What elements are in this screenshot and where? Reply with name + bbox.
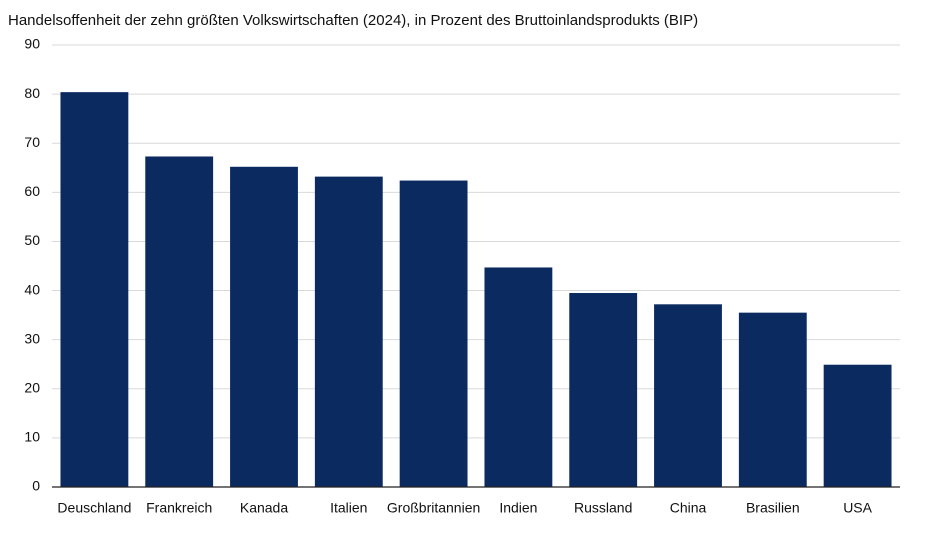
bar — [484, 267, 553, 487]
x-tick-label: Frankreich — [146, 500, 212, 516]
y-tick-label: 70 — [24, 134, 40, 150]
bar — [145, 156, 214, 487]
x-tick-label: Indien — [499, 500, 537, 516]
bar — [314, 176, 383, 487]
x-tick-label: Großbritannien — [387, 500, 480, 516]
bar — [399, 180, 468, 487]
y-tick-label: 80 — [24, 85, 40, 101]
bar — [738, 312, 807, 487]
x-tick-label: China — [670, 500, 707, 516]
x-tick-label: USA — [843, 500, 872, 516]
y-tick-label: 90 — [24, 36, 40, 52]
y-tick-label: 0 — [32, 478, 40, 494]
y-tick-label: 60 — [24, 183, 40, 199]
bar — [60, 92, 129, 487]
bar — [654, 304, 722, 487]
y-tick-label: 30 — [24, 330, 40, 346]
y-tick-label: 10 — [24, 429, 40, 445]
y-tick-label: 20 — [24, 379, 40, 395]
x-tick-label: Deuschland — [57, 500, 131, 516]
bar — [823, 364, 892, 487]
bar — [230, 166, 298, 487]
x-tick-label: Kanada — [240, 500, 288, 516]
x-tick-label: Russland — [574, 500, 632, 516]
y-tick-label: 40 — [24, 281, 40, 297]
chart-title: Handelsoffenheit der zehn größten Volksw… — [8, 12, 698, 29]
x-tick-label: Brasilien — [746, 500, 800, 516]
x-tick-label: Italien — [330, 500, 367, 516]
bar — [569, 293, 638, 487]
y-tick-label: 50 — [24, 232, 40, 248]
